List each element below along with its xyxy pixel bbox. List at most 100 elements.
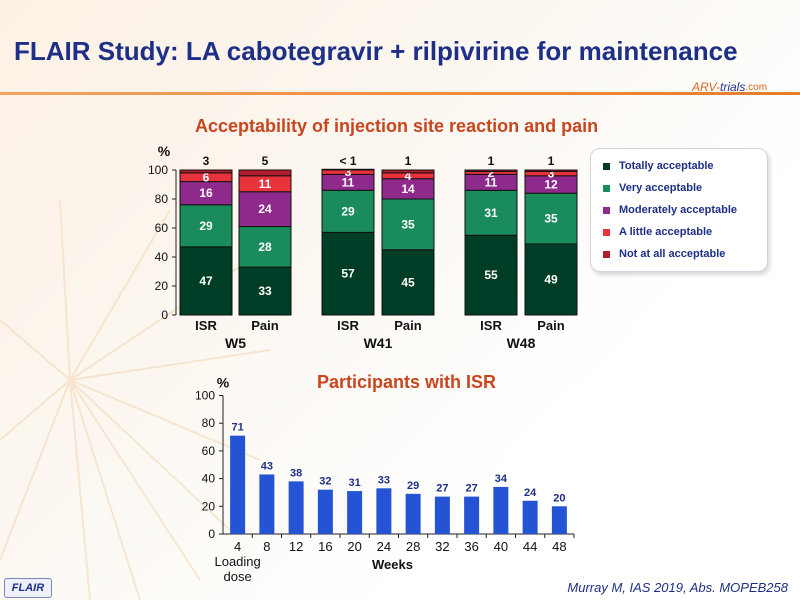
bar (551, 506, 567, 534)
data-label-very: 35 (544, 212, 558, 226)
x-tick-label: 20 (347, 539, 361, 554)
group-label: W48 (507, 335, 536, 351)
isr-chart-title: Participants with ISR (317, 372, 497, 392)
data-label: 29 (407, 480, 419, 492)
bar-segment-not (381, 169, 435, 174)
data-label-moderately: 24 (258, 202, 272, 216)
legend-swatch-totally (603, 162, 610, 170)
data-label-little: 6 (203, 170, 210, 184)
x-tick-label: 44 (523, 539, 537, 554)
x-tick-label: 40 (494, 539, 508, 554)
data-label-very: 28 (258, 240, 272, 254)
x-tick-label: 12 (289, 539, 303, 554)
x-tick-label: 28 (406, 539, 420, 554)
y-tick-label: 60 (155, 221, 169, 235)
logo-trials: trials (720, 80, 746, 94)
bar (493, 486, 509, 534)
data-label-totally: 47 (199, 274, 213, 288)
data-label-totally: 55 (484, 268, 498, 282)
data-label-very: 31 (484, 206, 498, 220)
y-tick-label: 0 (208, 527, 215, 541)
x-tick-label: Pain (394, 318, 422, 333)
bar-segment-totally (381, 249, 435, 316)
data-label-little: 4 (405, 169, 412, 183)
data-label-very: 29 (199, 219, 213, 233)
data-label-little: 11 (259, 177, 272, 191)
loading-dose-note: Loading (214, 554, 260, 569)
data-label-not: 1 (405, 154, 412, 168)
legend-swatch-little (603, 228, 610, 236)
data-label-moderately: 11 (485, 175, 498, 189)
data-label-not: 1 (548, 154, 555, 168)
bar (405, 493, 421, 534)
y-tick-label: 100 (195, 389, 215, 403)
data-label-totally: 57 (341, 267, 355, 281)
data-label-not: 1 (488, 154, 495, 168)
y-tick-label: 40 (202, 472, 216, 486)
x-tick-label: ISR (195, 318, 217, 333)
title-divider (0, 92, 800, 95)
x-tick-label: 4 (234, 539, 241, 554)
bar-segment-totally (321, 231, 375, 316)
bar (317, 489, 333, 534)
y-axis-label: % (158, 143, 171, 159)
data-label: 27 (436, 483, 448, 495)
bar-segment-not (464, 169, 518, 172)
bar-segment-not (238, 169, 292, 177)
bar-segment-moderately (238, 191, 292, 228)
bar (522, 500, 538, 534)
bar-segment-totally (524, 243, 578, 316)
page-title: FLAIR Study: LA cabotegravir + rilpiviri… (14, 36, 738, 66)
acceptability-chart-title: Acceptability of injection site reaction… (195, 116, 599, 136)
legend-swatch-moderately (603, 206, 610, 214)
legend-swatch-not (603, 250, 610, 258)
x-tick-label: Pain (537, 318, 565, 333)
y-tick-label: 80 (202, 416, 216, 430)
acceptability-legend: Totally acceptable Very acceptable Moder… (590, 148, 768, 272)
data-label: 20 (553, 492, 565, 504)
y-tick-label: 0 (161, 308, 168, 322)
bar (259, 474, 275, 534)
data-label: 32 (319, 476, 331, 488)
data-label-totally: 33 (258, 284, 272, 298)
data-label-moderately: 11 (342, 175, 355, 189)
bar (434, 496, 450, 534)
bar (347, 491, 363, 534)
data-label-not: 3 (203, 154, 210, 168)
legend-label-totally: Totally acceptable (619, 160, 714, 172)
legend-label-not: Not at all acceptable (619, 248, 726, 260)
data-label: 33 (378, 474, 390, 486)
y-tick-label: 100 (148, 163, 168, 177)
bar-segment-very (524, 192, 578, 245)
legend-item-totally: Totally acceptable (603, 160, 714, 172)
x-tick-label: 36 (464, 539, 478, 554)
data-label-very: 29 (341, 204, 355, 218)
logo-com: .com (745, 81, 768, 93)
data-label: 71 (232, 422, 244, 434)
y-tick-label: 60 (202, 444, 216, 458)
x-tick-label: 24 (377, 539, 391, 554)
x-tick-label: 32 (435, 539, 449, 554)
bar (230, 435, 246, 534)
data-label-little: 3 (548, 167, 555, 181)
data-label-little: 2 (488, 166, 495, 180)
data-label: 43 (261, 460, 273, 472)
data-label-moderately: 16 (199, 186, 213, 200)
data-label-not: < 1 (339, 154, 356, 168)
x-tick-label: 16 (318, 539, 332, 554)
data-label-moderately: 12 (544, 178, 558, 192)
bar-segment-totally (464, 234, 518, 316)
data-label: 31 (349, 477, 361, 489)
bar-segment-not (179, 169, 233, 174)
data-label-little: 3 (345, 165, 352, 179)
group-label: W41 (364, 335, 393, 351)
x-tick-label: 8 (263, 539, 270, 554)
bar-segment-very (321, 189, 375, 233)
y-tick-label: 20 (155, 279, 169, 293)
y-tick-label: 40 (155, 250, 169, 264)
flair-badge: FLAIR (4, 578, 52, 598)
bar (288, 481, 304, 534)
